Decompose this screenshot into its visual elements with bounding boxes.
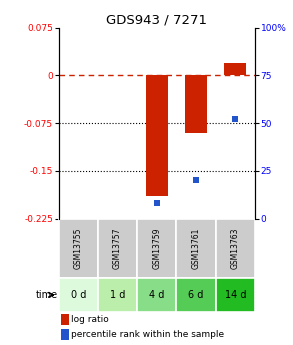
Text: percentile rank within the sample: percentile rank within the sample (71, 330, 224, 339)
Text: GSM13755: GSM13755 (74, 227, 83, 269)
Bar (216, 278, 255, 312)
Text: 6 d: 6 d (188, 290, 204, 300)
Text: GSM13763: GSM13763 (231, 227, 240, 269)
Bar (176, 218, 216, 278)
Bar (98, 218, 137, 278)
Bar (185, 75, 207, 132)
Bar (59, 278, 98, 312)
Title: GDS943 / 7271: GDS943 / 7271 (106, 13, 207, 27)
Bar (216, 218, 255, 278)
Bar (137, 218, 176, 278)
Text: time: time (36, 290, 58, 300)
Bar (176, 278, 216, 312)
Text: GSM13759: GSM13759 (152, 227, 161, 269)
Text: log ratio: log ratio (71, 315, 109, 324)
Bar (98, 278, 137, 312)
Text: 14 d: 14 d (224, 290, 246, 300)
Text: 4 d: 4 d (149, 290, 164, 300)
Bar (61, 314, 69, 325)
Text: GSM13757: GSM13757 (113, 227, 122, 269)
Text: GSM13761: GSM13761 (192, 227, 200, 269)
Bar (137, 278, 176, 312)
Bar (224, 62, 246, 75)
Bar (61, 329, 69, 340)
Text: 1 d: 1 d (110, 290, 125, 300)
Bar (59, 218, 98, 278)
Bar (146, 75, 168, 196)
Text: 0 d: 0 d (71, 290, 86, 300)
